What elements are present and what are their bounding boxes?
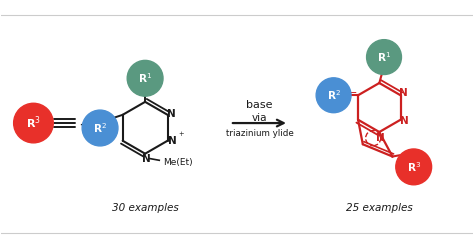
Text: R$^1$: R$^1$ [138, 71, 152, 85]
Text: Me(Et): Me(Et) [163, 158, 192, 167]
Text: +: + [78, 116, 93, 134]
Circle shape [82, 110, 118, 146]
Text: N: N [142, 154, 151, 164]
Circle shape [127, 60, 163, 96]
Circle shape [396, 149, 432, 185]
Circle shape [14, 103, 53, 143]
Text: N: N [400, 116, 409, 126]
Text: R$^3$: R$^3$ [26, 115, 41, 131]
Text: base: base [246, 100, 273, 110]
Text: 25 examples: 25 examples [346, 203, 413, 213]
Text: N: N [168, 136, 177, 146]
Text: R$^2$: R$^2$ [327, 88, 340, 102]
Circle shape [366, 40, 401, 74]
Text: N: N [167, 109, 176, 119]
Text: via: via [252, 113, 267, 123]
Circle shape [316, 78, 351, 113]
Text: R$^2$: R$^2$ [93, 121, 107, 135]
Text: R$^1$: R$^1$ [377, 50, 391, 64]
Text: R$^3$: R$^3$ [407, 160, 421, 174]
Text: 30 examples: 30 examples [112, 203, 179, 213]
Text: triazinium ylide: triazinium ylide [226, 129, 293, 138]
Text: N: N [400, 88, 408, 98]
Text: =: = [346, 88, 357, 101]
Text: $^+$: $^+$ [177, 131, 185, 141]
Text: N: N [376, 133, 384, 143]
